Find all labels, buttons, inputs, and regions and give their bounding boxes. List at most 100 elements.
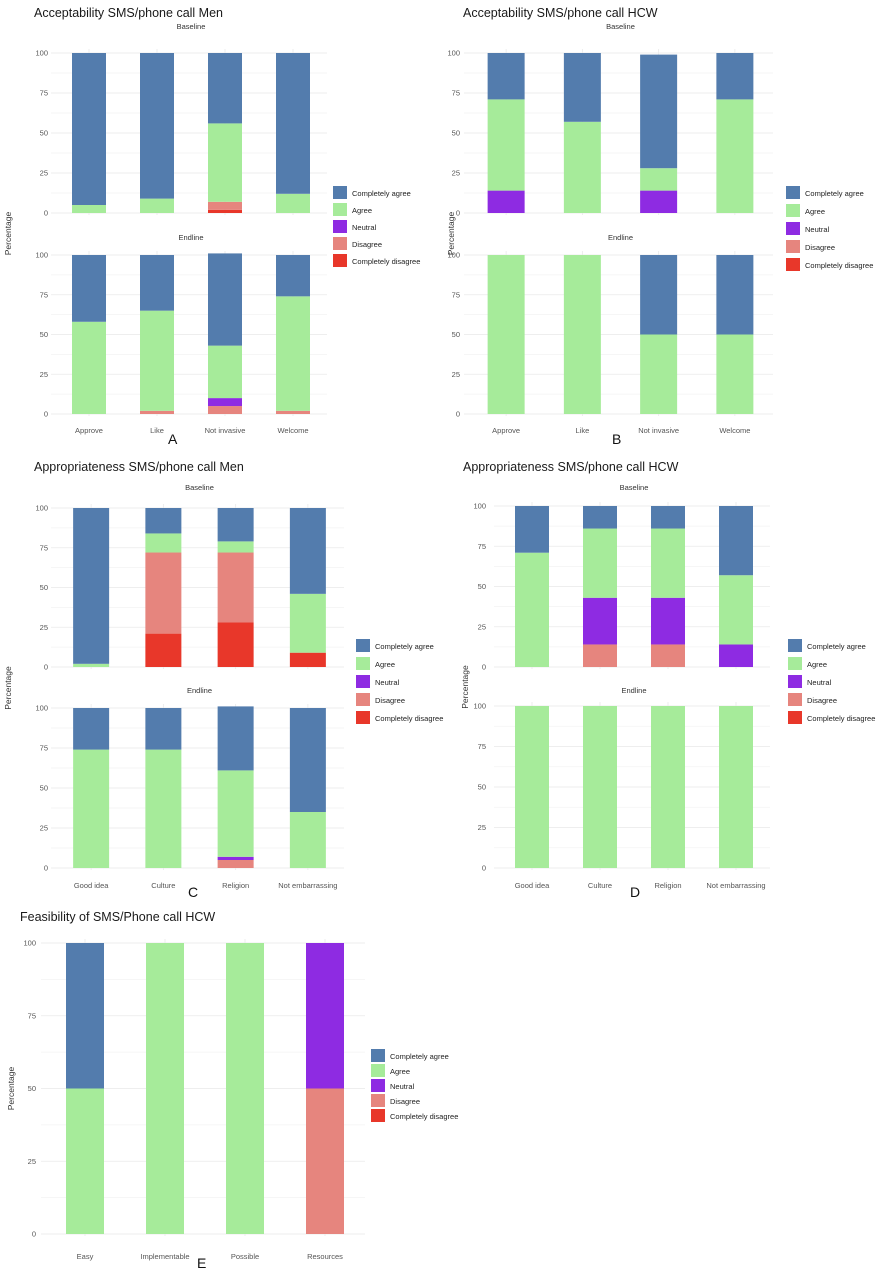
- bar-segment-good-idea-agree: [515, 552, 549, 667]
- panel-label: D: [630, 884, 640, 900]
- facet-label: Baseline: [177, 22, 206, 31]
- bar-segment-not-embarrassing-completely-agree: [289, 508, 326, 594]
- bar-segment-welcome-completely-agree: [276, 255, 310, 297]
- y-tick-label: 0: [456, 209, 460, 218]
- y-tick-label: 75: [478, 742, 486, 751]
- legend-label-agree: Agree: [375, 660, 395, 669]
- bar-segment-resources-neutral: [306, 943, 344, 1089]
- legend-label-completely-agree: Completely agree: [352, 189, 411, 198]
- bar-segment-not-embarrassing-agree: [289, 812, 326, 868]
- facet-label: Endline: [187, 686, 212, 695]
- bar-segment-culture-neutral: [583, 597, 617, 645]
- bar-segment-culture-disagree: [583, 644, 617, 667]
- y-tick-label: 100: [35, 49, 48, 58]
- legend-swatch-completely-disagree: [333, 254, 347, 267]
- bar-segment-not-invasive-agree: [208, 345, 242, 399]
- bar-segment-not-invasive-neutral: [640, 190, 678, 213]
- facet-baseline: Baseline 0 25 50 75 100: [35, 483, 344, 672]
- y-tick-label: 25: [478, 823, 486, 832]
- x-tick-label: Culture: [588, 881, 612, 890]
- legend-label-agree: Agree: [352, 206, 372, 215]
- bar-segment-like-agree: [140, 198, 174, 213]
- facet-label: Endline: [608, 233, 633, 242]
- bar-segment-not-invasive-disagree: [208, 406, 242, 414]
- legend-swatch-neutral: [788, 675, 802, 688]
- chart-title: Appropriateness SMS/phone call HCW: [463, 460, 679, 474]
- y-tick-label: 0: [44, 410, 48, 419]
- bar-segment-welcome-agree: [716, 334, 754, 414]
- bar-segment-implementable-agree: [146, 943, 184, 1234]
- y-tick-label: 50: [40, 583, 48, 592]
- legend-label-agree: Agree: [390, 1067, 410, 1076]
- legend-swatch-completely-agree: [333, 186, 347, 199]
- legend-label-completely-agree: Completely agree: [375, 642, 434, 651]
- y-tick-label: 50: [452, 129, 460, 138]
- y-tick-label: 25: [452, 370, 460, 379]
- y-axis-label: Percentage: [3, 211, 13, 255]
- legend-label-agree: Agree: [805, 207, 825, 216]
- chart-panel-e: Feasibility of SMS/Phone call HCW Percent…: [6, 910, 458, 1271]
- legend: Completely agree Agree Neutral Disagree Comp…: [356, 639, 443, 724]
- bar-segment-religion-agree: [651, 528, 685, 598]
- legend-label-neutral: Neutral: [807, 678, 832, 687]
- bar-segment-approve-completely-agree: [72, 255, 106, 322]
- chart-title: Appropriateness SMS/phone call Men: [34, 460, 244, 474]
- bar-segment-welcome-completely-agree: [716, 255, 754, 335]
- y-tick-label: 25: [40, 370, 48, 379]
- legend-swatch-agree: [786, 204, 800, 217]
- legend-label-completely-disagree: Completely disagree: [375, 714, 443, 723]
- y-tick-label: 25: [40, 824, 48, 833]
- x-tick-label: Not embarrassing: [278, 881, 337, 890]
- legend: Completely agree Agree Neutral Disagree Comp…: [371, 1049, 458, 1122]
- bar-segment-not-invasive-disagree: [208, 201, 242, 210]
- bar-segment-welcome-completely-agree: [716, 53, 754, 100]
- y-tick-label: 50: [452, 330, 460, 339]
- legend-label-completely-disagree: Completely disagree: [352, 257, 420, 266]
- y-tick-label: 75: [452, 290, 460, 299]
- bar-segment-resources-disagree: [306, 1088, 344, 1234]
- x-tick-label: Culture: [151, 881, 175, 890]
- legend-label-completely-disagree: Completely disagree: [807, 714, 875, 723]
- panel-label: A: [168, 431, 178, 447]
- x-tick-label: Religion: [222, 881, 249, 890]
- legend: Completely agree Agree Neutral Disagree Comp…: [333, 186, 420, 267]
- y-tick-label: 75: [40, 89, 48, 98]
- bar-segment-not-invasive-neutral: [208, 398, 242, 407]
- x-tick-label: Not invasive: [638, 426, 679, 435]
- bar-segment-religion-disagree: [217, 552, 254, 623]
- bar-segment-like-agree: [563, 255, 601, 414]
- legend-swatch-completely-disagree: [356, 711, 370, 724]
- bar-segment-not-invasive-completely-agree: [208, 53, 242, 124]
- bar-segment-good-idea-agree: [515, 706, 549, 868]
- legend-swatch-neutral: [371, 1079, 385, 1092]
- legend-label-completely-agree: Completely agree: [807, 642, 866, 651]
- facet-label: Endline: [178, 233, 203, 242]
- bar-segment-not-invasive-completely-agree: [640, 255, 678, 335]
- bar-segment-like-agree: [140, 310, 174, 411]
- y-tick-label: 75: [478, 542, 486, 551]
- legend-label-neutral: Neutral: [805, 225, 830, 234]
- bar-segment-culture-completely-disagree: [145, 633, 182, 667]
- x-tick-label: Good idea: [74, 881, 109, 890]
- bar-segment-culture-agree: [583, 706, 617, 868]
- facet-label: Endline: [621, 686, 646, 695]
- legend-swatch-completely-disagree: [371, 1109, 385, 1122]
- x-tick-label: Not embarrassing: [706, 881, 765, 890]
- bar-segment-culture-completely-agree: [145, 508, 182, 534]
- y-tick-label: 0: [482, 864, 486, 873]
- legend-swatch-disagree: [786, 240, 800, 253]
- bar-segment-approve-neutral: [487, 190, 525, 213]
- legend-swatch-disagree: [788, 693, 802, 706]
- facet-label: Baseline: [606, 22, 635, 31]
- x-tick-label: Like: [575, 426, 589, 435]
- x-tick-label: Welcome: [719, 426, 750, 435]
- bar-segment-welcome-disagree: [276, 410, 310, 414]
- bar-segment-not-embarrassing-completely-disagree: [289, 652, 326, 667]
- x-tick-label: Not invasive: [205, 426, 246, 435]
- legend-swatch-disagree: [356, 693, 370, 706]
- x-tick-label: Welcome: [277, 426, 308, 435]
- legend-swatch-agree: [333, 203, 347, 216]
- legend-label-agree: Agree: [807, 660, 827, 669]
- facet-label: Baseline: [185, 483, 214, 492]
- y-tick-label: 0: [456, 410, 460, 419]
